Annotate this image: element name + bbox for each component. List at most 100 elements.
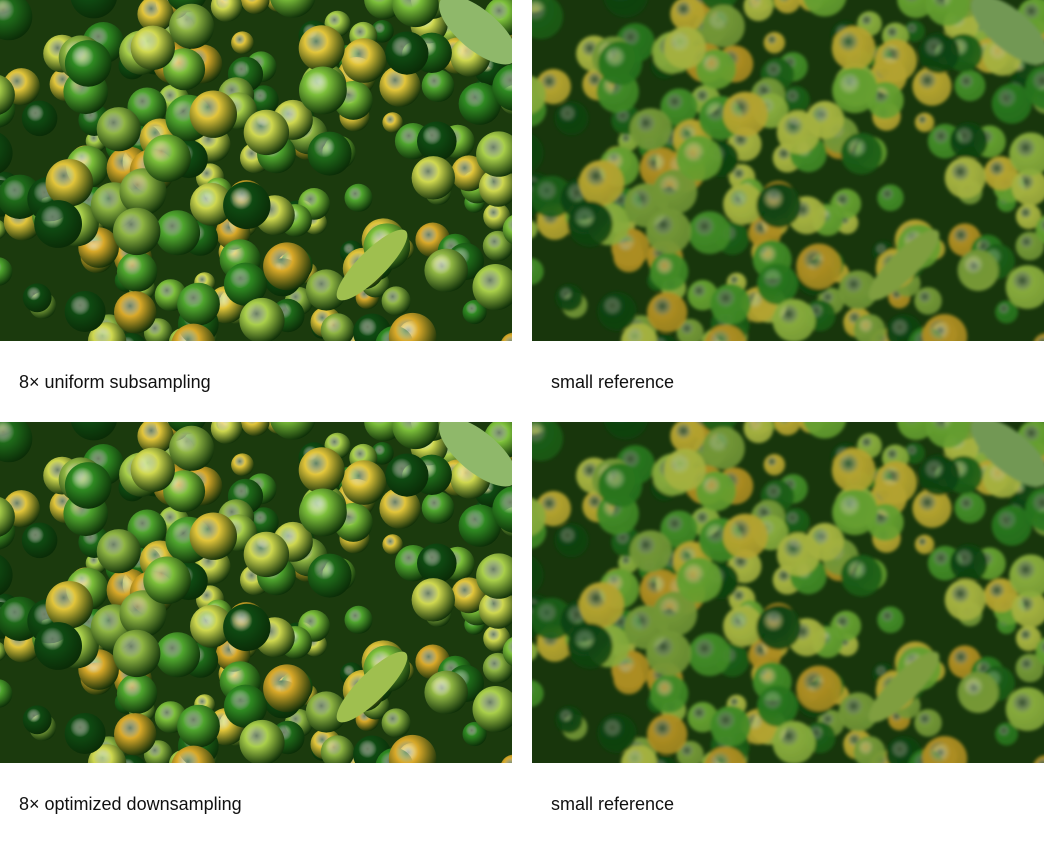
fruit: [832, 67, 878, 114]
fruit: [532, 0, 564, 40]
fruit: [912, 488, 952, 528]
fruit: [704, 324, 747, 341]
fruit: [796, 665, 842, 711]
fruit: [379, 65, 421, 107]
fruit: [411, 156, 455, 200]
fruit: [598, 463, 643, 508]
fruit: [189, 512, 237, 560]
fruit: [991, 505, 1032, 546]
fruit: [957, 249, 999, 292]
fruit: [0, 0, 33, 41]
fruit: [462, 299, 487, 325]
fruit: [772, 299, 816, 341]
fruit: [143, 556, 191, 605]
fruit: [492, 485, 512, 533]
fruit: [991, 83, 1032, 124]
fruit: [114, 291, 157, 334]
leaf: [336, 651, 408, 723]
fruit: [647, 292, 688, 333]
fruit: [702, 427, 745, 470]
fruit: [877, 184, 904, 212]
fruit: [660, 510, 698, 548]
fruit: [501, 332, 512, 341]
fruit: [130, 447, 175, 492]
fruit: [307, 553, 352, 598]
fruit: [532, 498, 546, 536]
fruit: [270, 422, 316, 440]
fruit: [838, 692, 878, 732]
fruit: [116, 673, 158, 714]
fruit: [696, 471, 736, 512]
fruit: [957, 671, 999, 714]
image-small-reference-bottom: [532, 422, 1044, 763]
fruit: [688, 211, 731, 255]
leaf: [868, 651, 940, 723]
fruit: [263, 242, 311, 291]
fruit: [995, 722, 1019, 746]
fruit: [853, 314, 886, 341]
fruit: [1015, 203, 1042, 230]
fruit: [773, 0, 801, 14]
fruit: [676, 740, 704, 763]
fruit: [320, 735, 355, 763]
fruit: [676, 557, 722, 603]
fruit: [127, 87, 167, 127]
fruit: [567, 623, 613, 669]
fruit: [776, 110, 820, 154]
fruit: [119, 168, 167, 216]
fruit: [478, 168, 512, 207]
fruit: [388, 734, 437, 763]
fruit: [472, 264, 512, 311]
fruit: [392, 422, 439, 450]
fruit: [113, 629, 161, 678]
fruit: [670, 422, 705, 454]
fruit: [597, 714, 637, 753]
fruit: [840, 554, 883, 597]
fruit: [912, 66, 952, 106]
image-shade: [532, 0, 1044, 341]
fruit: [903, 442, 926, 464]
leaf: [439, 0, 512, 65]
fruit: [64, 462, 112, 509]
fruit: [137, 422, 174, 455]
fruit: [567, 201, 613, 247]
fruit: [482, 652, 512, 684]
fruit: [482, 230, 512, 262]
fruit: [1005, 265, 1044, 309]
fruit: [0, 75, 15, 115]
fruit: [0, 679, 13, 708]
fruit: [223, 181, 271, 230]
fruit: [756, 182, 802, 228]
fruit: [299, 66, 347, 115]
fruit: [555, 284, 583, 312]
fruit: [388, 312, 437, 341]
fruit: [776, 532, 820, 576]
fruit: [502, 637, 512, 667]
fruit: [116, 251, 158, 292]
fruit: [476, 131, 512, 177]
fruit: [177, 704, 220, 748]
fruit: [114, 713, 157, 756]
fruit: [1033, 333, 1044, 341]
fruit: [0, 257, 13, 286]
fruit: [411, 578, 455, 622]
fruit: [918, 32, 960, 74]
fruit: [64, 291, 106, 332]
fruit: [723, 606, 764, 647]
fruit: [263, 664, 311, 713]
fruit: [501, 754, 512, 763]
fruit: [918, 454, 960, 496]
fruit: [344, 605, 373, 634]
fruit: [417, 543, 457, 584]
caption-uniform-subsampling: 8× uniform subsampling: [19, 372, 211, 392]
fruit: [424, 248, 469, 293]
fruit-pile-image-blurred: [532, 422, 1044, 763]
fruit: [663, 448, 706, 491]
fruit: [169, 3, 215, 49]
fruit: [113, 207, 161, 256]
fruit: [838, 270, 878, 310]
fruit: [853, 736, 886, 763]
fruit: [696, 49, 736, 90]
fruit: [492, 63, 512, 111]
fruit: [70, 0, 117, 19]
